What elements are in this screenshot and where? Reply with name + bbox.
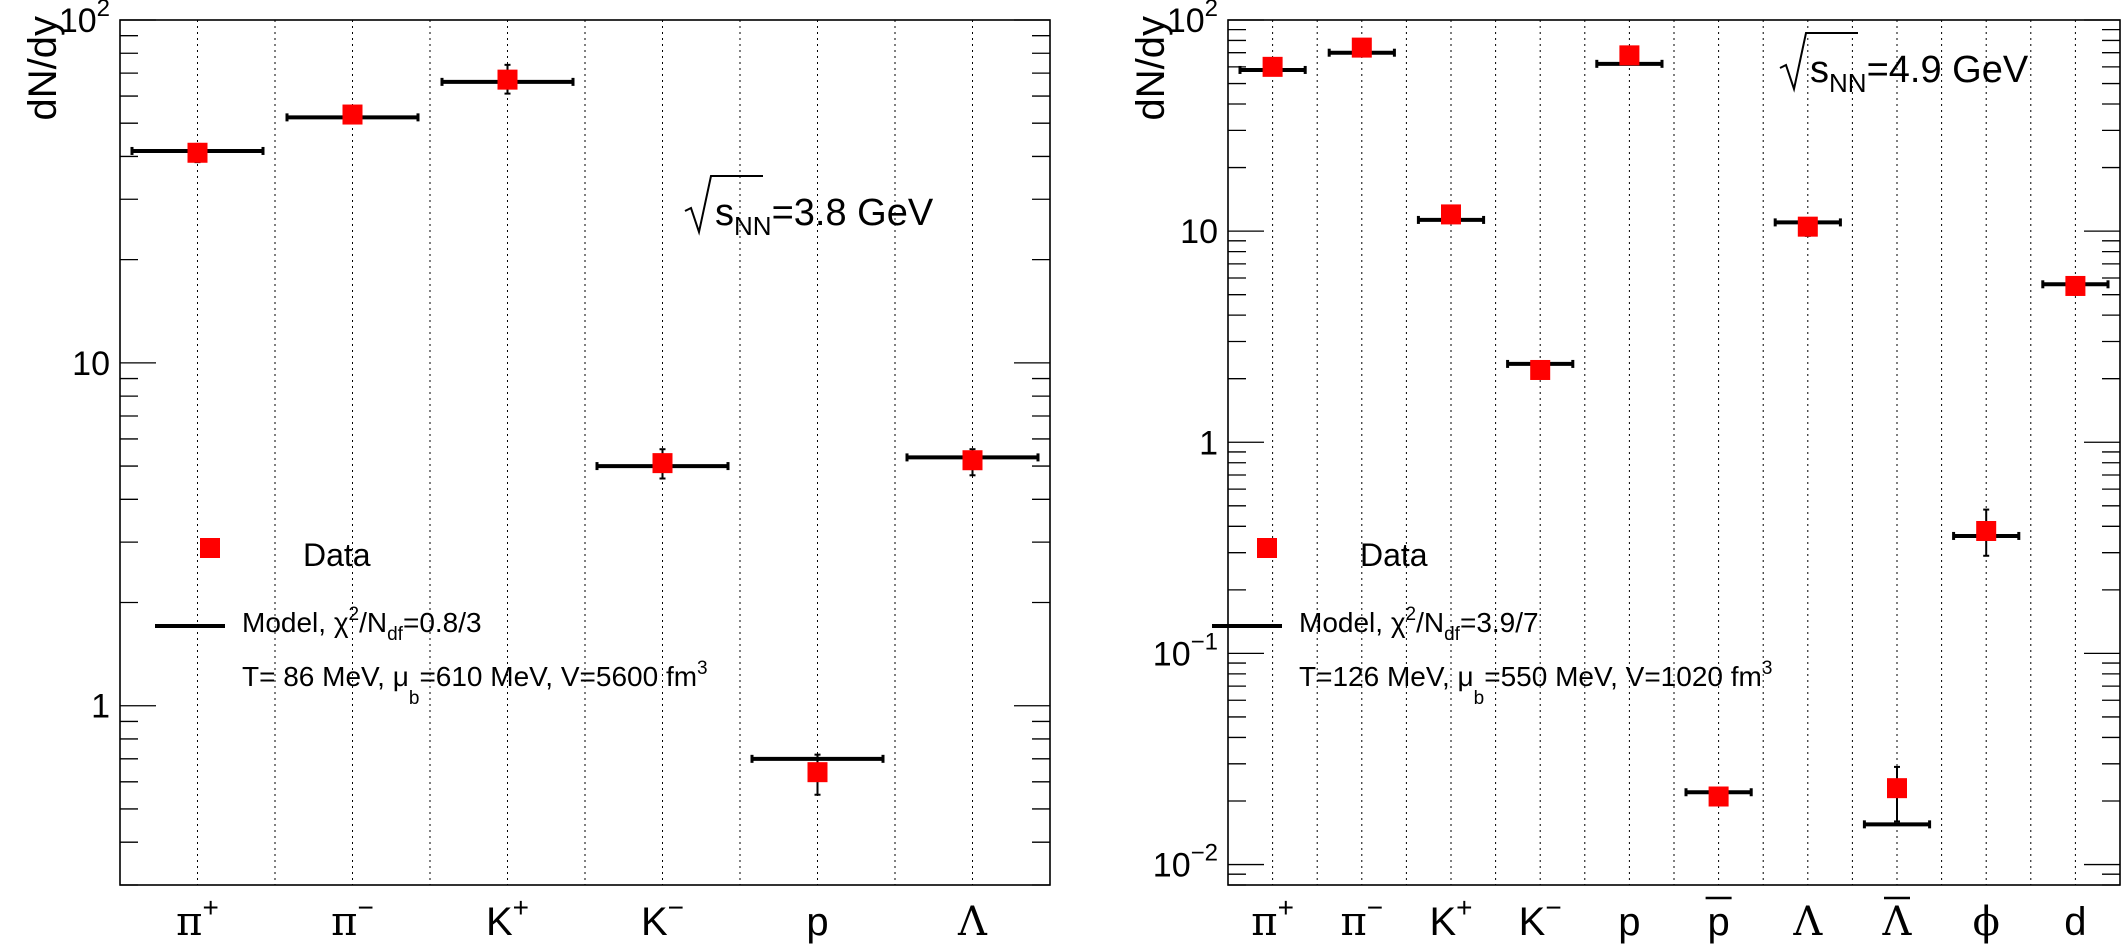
data-point xyxy=(1887,778,1907,799)
x-tick-label: K− xyxy=(641,892,684,944)
y-axis-label: dN/dy xyxy=(21,16,65,121)
y-tick-label: 10 xyxy=(72,345,110,383)
data-point xyxy=(187,142,208,163)
data-point xyxy=(1441,204,1461,225)
x-tick-label: p xyxy=(1618,900,1640,944)
energy-label: sNN=4.9 GeV xyxy=(1810,49,2029,98)
y-tick-label: 10 xyxy=(1180,213,1218,251)
legend-data-marker xyxy=(200,538,220,558)
data-point xyxy=(1708,786,1729,807)
sqrt-sign xyxy=(684,175,763,236)
legend-params-label: T=126 MeV, μb=550 MeV, V=1020 fm3 xyxy=(1299,658,1772,709)
x-tick-label: K+ xyxy=(1429,892,1472,944)
y-tick-label: 1 xyxy=(1199,424,1218,462)
data-point xyxy=(1797,216,1818,237)
x-tick-label: π+ xyxy=(176,892,219,945)
y-tick-label: 10−1 xyxy=(1153,628,1218,673)
data-point xyxy=(652,453,673,474)
legend-model-label: Model, χ2/Ndf=3.9/7 xyxy=(1299,604,1539,645)
data-point xyxy=(497,69,518,90)
x-tick-label: d xyxy=(2064,900,2086,944)
data-point xyxy=(2065,275,2086,296)
y-tick-label: 1 xyxy=(91,688,110,726)
plot-frame xyxy=(119,19,1051,886)
data-point xyxy=(1619,45,1640,66)
y-axis-label: dN/dy xyxy=(1129,16,1173,121)
legend-data-label: Data xyxy=(303,537,371,573)
data-point xyxy=(342,104,363,125)
legend-params-label: T= 86 MeV, μb=610 MeV, V=5600 fm3 xyxy=(242,658,708,709)
data-point xyxy=(962,450,983,471)
legend-data-marker xyxy=(1257,538,1277,558)
x-tick-label: Λ xyxy=(1882,899,1913,945)
plot-frame xyxy=(1227,19,2121,886)
x-tick-label: ϕ xyxy=(1973,899,2000,945)
x-tick-label: π− xyxy=(1340,892,1383,945)
data-point xyxy=(1262,56,1283,77)
data-point xyxy=(807,762,828,783)
x-tick-label: p xyxy=(806,900,828,944)
x-tick-label: p xyxy=(1707,900,1729,944)
data-point xyxy=(1530,359,1551,380)
x-tick-label: K+ xyxy=(486,892,529,944)
sqrt-sign xyxy=(1779,32,1858,93)
y-tick-label: 102 xyxy=(59,0,110,40)
x-tick-label: Λ xyxy=(957,899,988,945)
x-tick-label: K− xyxy=(1519,892,1562,944)
energy-label: sNN=3.8 GeV xyxy=(715,192,934,241)
y-tick-label: 10−2 xyxy=(1153,840,1218,885)
legend-data-label: Data xyxy=(1360,537,1428,573)
x-tick-label: π+ xyxy=(1251,892,1294,945)
y-tick-label: 102 xyxy=(1167,0,1218,40)
x-tick-label: Λ xyxy=(1792,899,1823,945)
data-point xyxy=(1351,37,1372,58)
x-tick-label: π− xyxy=(331,892,374,945)
legend-model-label: Model, χ2/Ndf=0.8/3 xyxy=(242,604,482,645)
data-point xyxy=(1976,520,1997,541)
